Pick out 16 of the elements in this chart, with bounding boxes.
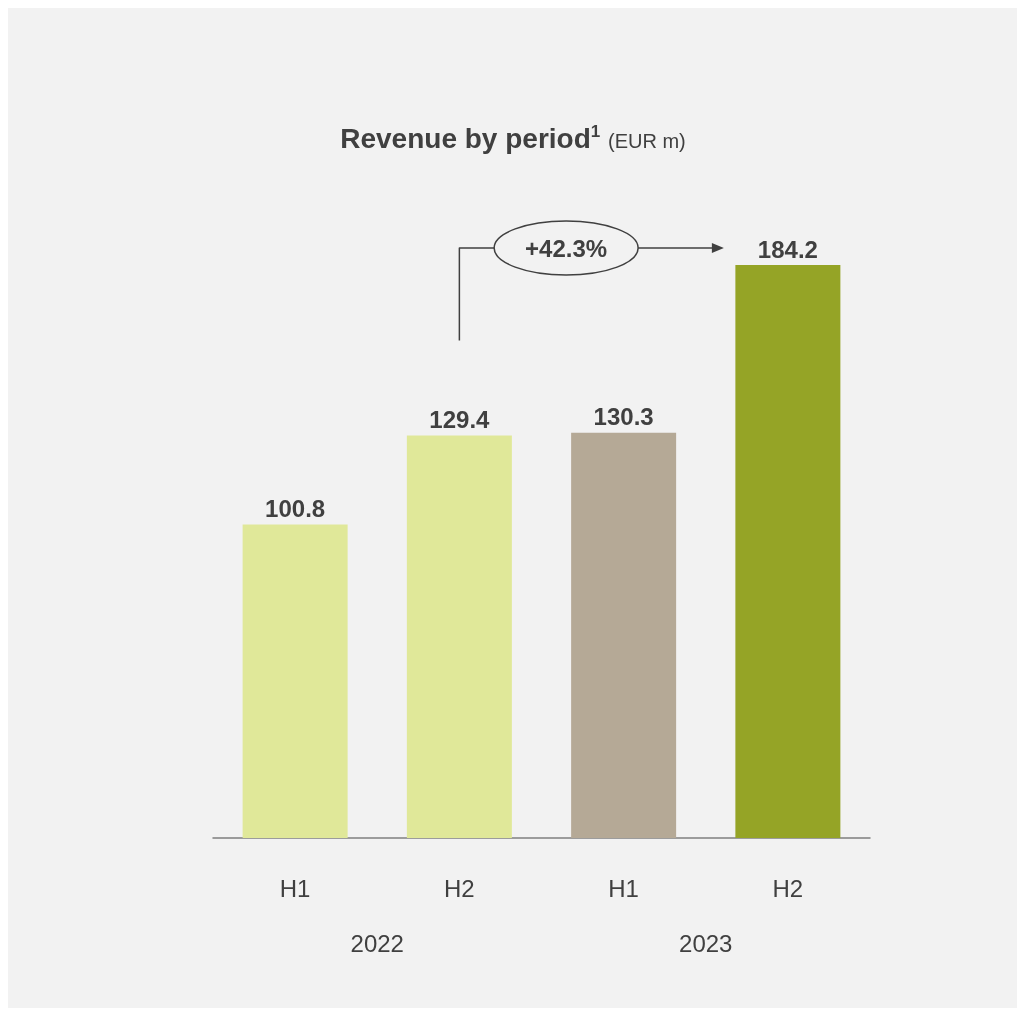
x-tick-label: H1 (279, 874, 311, 902)
bar (735, 265, 841, 838)
bar (571, 432, 677, 838)
data-label: 100.8 (265, 494, 326, 522)
data-label: 184.2 (757, 235, 818, 263)
x-tick-label: H1 (608, 874, 639, 902)
bar (406, 435, 512, 838)
bar (242, 524, 348, 838)
data-label: 129.4 (429, 405, 491, 433)
text: 2023 (679, 929, 733, 957)
chart-subtitle: (EUR m) (607, 129, 686, 152)
data-label: 130.3 (593, 403, 654, 431)
text: 2022 (350, 929, 404, 957)
x-tick-label: H2 (444, 874, 475, 902)
text: +42.3% (525, 234, 608, 262)
x-tick-label: H2 (772, 874, 804, 902)
